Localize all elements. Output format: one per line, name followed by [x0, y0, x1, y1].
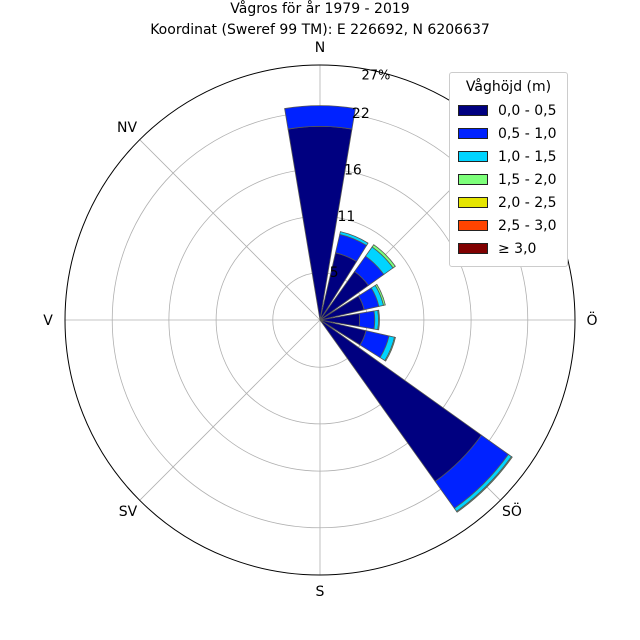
- legend-label: 2,5 - 3,0: [498, 217, 557, 234]
- legend-label: ≥ 3,0: [498, 240, 537, 257]
- radial-tick-label: 11: [337, 209, 355, 225]
- direction-label: SÖ: [502, 502, 522, 520]
- rose-bars: [284, 105, 513, 513]
- rose-bar-segment: [319, 319, 483, 483]
- legend-item: 0,0 - 0,5: [450, 99, 567, 122]
- rose-bar-segment: [339, 231, 369, 247]
- rose-bar-segment: [374, 283, 386, 306]
- direction-label: NV: [117, 120, 137, 136]
- legend-swatch: [458, 197, 488, 208]
- legend-item: 1,5 - 2,0: [450, 168, 567, 191]
- legend-item: 1,0 - 1,5: [450, 145, 567, 168]
- grid-spoke: [139, 319, 321, 501]
- radial-tick-label: 16: [344, 162, 362, 178]
- legend: Våghöjd (m) 0,0 - 0,5 0,5 - 1,0 1,0 - 1,5 1…: [449, 72, 568, 267]
- legend-item: 0,5 - 1,0: [450, 122, 567, 145]
- direction-label: S: [316, 584, 325, 600]
- legend-swatch: [458, 128, 488, 139]
- legend-label: 2,0 - 2,5: [498, 194, 557, 211]
- legend-item: 2,0 - 2,5: [450, 191, 567, 214]
- legend-swatch: [458, 174, 488, 185]
- legend-swatch: [458, 243, 488, 254]
- direction-label: Ö: [586, 311, 597, 329]
- chart-subtitle: Koordinat (Sweref 99 TM): E 226692, N 62…: [150, 22, 490, 38]
- legend-item: ≥ 3,0: [450, 237, 567, 260]
- legend-title: Våghöjd (m): [465, 79, 552, 95]
- legend-swatch: [458, 105, 488, 116]
- radial-tick-label: 5: [330, 265, 339, 281]
- rose-bar-segment: [377, 309, 380, 331]
- legend-swatch: [458, 151, 488, 162]
- grid-spoke: [139, 139, 321, 321]
- legend-swatch: [458, 220, 488, 231]
- legend-items: 0,0 - 0,5 0,5 - 1,0 1,0 - 1,5 1,5 - 2,0 2,0 …: [450, 99, 567, 260]
- legend-label: 1,0 - 1,5: [498, 148, 557, 165]
- rose-bar-segment: [384, 336, 396, 362]
- outer-ring: [64, 64, 576, 576]
- chart-title: Vågros för år 1979 - 2019: [230, 0, 409, 17]
- rose-bar-segment: [456, 456, 513, 513]
- rose-bar-segment: [284, 105, 356, 130]
- rose-bar-segment: [371, 244, 396, 269]
- radial-tick-label: 22: [352, 106, 370, 122]
- legend-item: 2,5 - 3,0: [450, 214, 567, 237]
- legend-label: 1,5 - 2,0: [498, 171, 557, 188]
- radial-max-label: 27%: [361, 68, 390, 83]
- legend-label: 0,0 - 0,5: [498, 102, 557, 119]
- legend-label: 0,5 - 1,0: [498, 125, 557, 142]
- direction-label: SV: [119, 504, 138, 520]
- direction-label: N: [315, 40, 325, 56]
- direction-label: V: [43, 313, 53, 329]
- rose-bar-segment: [358, 310, 376, 330]
